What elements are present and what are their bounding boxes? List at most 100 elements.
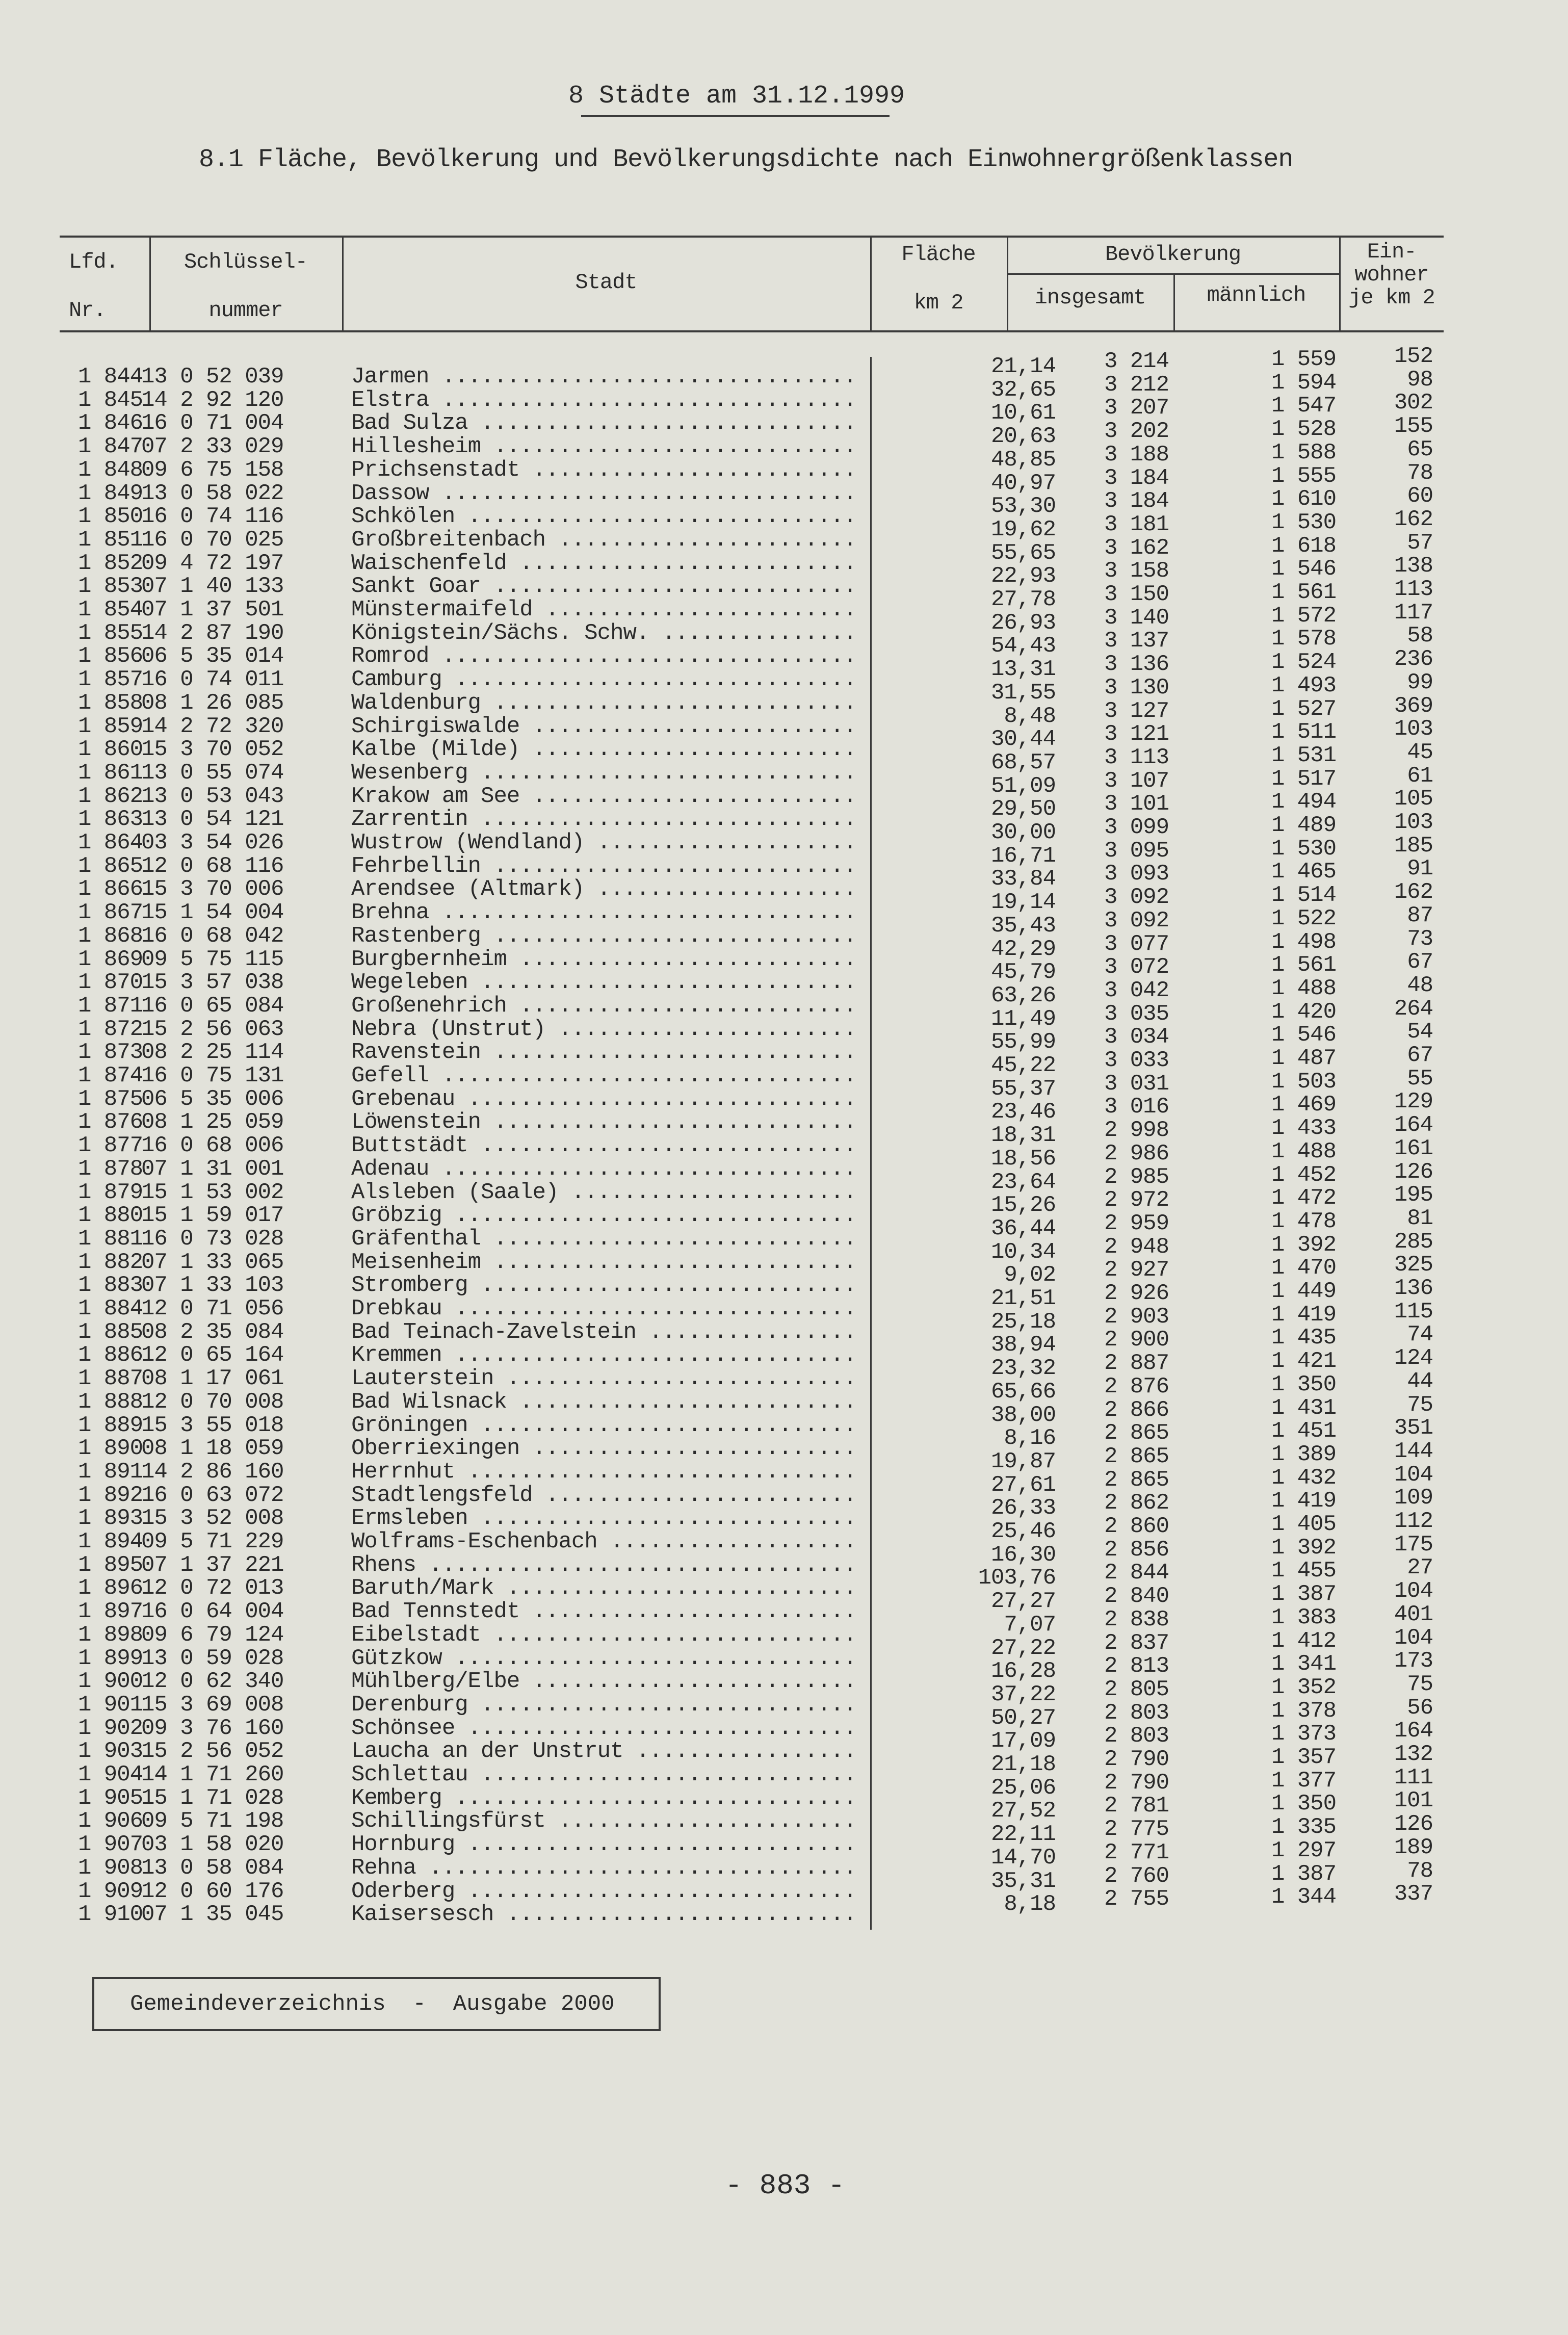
flaeche: 37,22 bbox=[990, 1681, 1056, 1707]
einwohner-je-km2: 56 bbox=[1407, 1695, 1433, 1721]
table-caption: 8.1 Fläche, Bevölkerung und Bevölkerungs… bbox=[199, 145, 1293, 174]
stadt-name: Laucha an der Unstrut bbox=[351, 1740, 861, 1763]
flaeche: 45,22 bbox=[990, 1053, 1056, 1078]
bevoelkerung-maennlich: 1 610 bbox=[1271, 486, 1337, 512]
bevoelkerung-insgesamt: 3 099 bbox=[1104, 815, 1169, 840]
flaeche: 22,93 bbox=[990, 563, 1056, 589]
bevoelkerung-insgesamt: 3 101 bbox=[1104, 791, 1169, 817]
stadt-name: Hillesheim bbox=[351, 435, 861, 458]
bevoelkerung-insgesamt: 3 140 bbox=[1104, 605, 1169, 631]
einwohner-je-km2: 75 bbox=[1407, 1671, 1433, 1697]
col-divider bbox=[1007, 237, 1008, 330]
title-underline bbox=[581, 115, 890, 117]
einwohner-je-km2: 55 bbox=[1407, 1066, 1433, 1092]
schluesselnummer: 15 2 56 052 bbox=[141, 1739, 284, 1765]
schluesselnummer: 15 1 71 028 bbox=[141, 1785, 284, 1811]
schluesselnummer: 16 0 63 072 bbox=[141, 1482, 284, 1508]
stadt-name: Wesenberg bbox=[351, 761, 861, 785]
flaeche: 51,09 bbox=[990, 773, 1056, 799]
flaeche: 38,94 bbox=[990, 1332, 1056, 1358]
einwohner-je-km2: 302 bbox=[1394, 390, 1433, 416]
einwohner-je-km2: 78 bbox=[1407, 460, 1433, 486]
stadt-name: Bad Wilsnack bbox=[351, 1390, 861, 1414]
bevoelkerung-maennlich: 1 352 bbox=[1271, 1674, 1337, 1700]
bevoelkerung-maennlich: 1 451 bbox=[1271, 1418, 1337, 1444]
lfd-nr: 1 858 bbox=[78, 690, 143, 716]
einwohner-je-km2: 75 bbox=[1407, 1392, 1433, 1418]
col-divider bbox=[1339, 237, 1341, 330]
bevoelkerung-maennlich: 1 546 bbox=[1271, 1022, 1337, 1048]
einwohner-je-km2: 104 bbox=[1394, 1462, 1433, 1488]
stadt-name: Hornburg bbox=[351, 1833, 861, 1856]
bevoelkerung-maennlich: 1 489 bbox=[1271, 813, 1337, 838]
lfd-nr: 1 881 bbox=[78, 1226, 143, 1252]
stadt-name: Stromberg bbox=[351, 1274, 861, 1297]
bevoelkerung-insgesamt: 2 985 bbox=[1104, 1164, 1169, 1190]
lfd-nr: 1 908 bbox=[78, 1855, 143, 1881]
bevoelkerung-maennlich: 1 392 bbox=[1271, 1535, 1337, 1561]
schluesselnummer: 09 4 72 197 bbox=[141, 550, 284, 576]
lfd-nr: 1 905 bbox=[78, 1785, 143, 1811]
col-divider bbox=[870, 237, 872, 330]
bevoelkerung-insgesamt: 2 972 bbox=[1104, 1187, 1169, 1213]
schluesselnummer: 03 1 58 020 bbox=[141, 1832, 284, 1858]
einwohner-je-km2: 78 bbox=[1407, 1858, 1433, 1884]
stadt-name: Kemberg bbox=[351, 1786, 861, 1810]
flaeche: 20,63 bbox=[990, 424, 1056, 450]
schluesselnummer: 14 2 87 190 bbox=[141, 620, 284, 646]
flaeche: 21,14 bbox=[990, 354, 1056, 379]
lfd-nr: 1 856 bbox=[78, 643, 143, 669]
schluesselnummer: 12 0 62 340 bbox=[141, 1669, 284, 1695]
flaeche: 45,79 bbox=[990, 959, 1056, 985]
schluesselnummer: 15 1 53 002 bbox=[141, 1179, 284, 1205]
stadt-name: Gröningen bbox=[351, 1414, 861, 1437]
lfd-nr: 1 867 bbox=[78, 900, 143, 926]
stadt-name: Dassow bbox=[351, 482, 861, 505]
bevoelkerung-maennlich: 1 452 bbox=[1271, 1162, 1337, 1188]
bevoelkerung-maennlich: 1 432 bbox=[1271, 1465, 1337, 1491]
flaeche: 53,30 bbox=[990, 494, 1056, 520]
flaeche: 63,26 bbox=[990, 982, 1056, 1008]
schluesselnummer: 09 5 71 229 bbox=[141, 1529, 284, 1554]
bevoelkerung-maennlich: 1 561 bbox=[1271, 580, 1337, 605]
lfd-nr: 1 865 bbox=[78, 853, 143, 879]
bevoelkerung-maennlich: 1 344 bbox=[1271, 1884, 1337, 1910]
stadt-name: Kalbe (Milde) bbox=[351, 738, 861, 761]
bevoelkerung-insgesamt: 3 092 bbox=[1104, 907, 1169, 933]
einwohner-je-km2: 124 bbox=[1394, 1345, 1433, 1371]
bevoelkerung-insgesamt: 3 158 bbox=[1104, 558, 1169, 584]
stadt-name: Wustrow (Wendland) bbox=[351, 831, 861, 854]
stadt-name: Brehna bbox=[351, 901, 861, 924]
einwohner-je-km2: 136 bbox=[1394, 1276, 1433, 1301]
schluesselnummer: 07 1 40 133 bbox=[141, 574, 284, 600]
lfd-nr: 1 857 bbox=[78, 667, 143, 693]
einwohner-je-km2: 162 bbox=[1394, 506, 1433, 532]
bevoelkerung-insgesamt: 3 034 bbox=[1104, 1024, 1169, 1050]
lfd-nr: 1 904 bbox=[78, 1762, 143, 1787]
flaeche: 65,66 bbox=[990, 1379, 1056, 1405]
flaeche: 55,37 bbox=[990, 1076, 1056, 1102]
lfd-nr: 1 880 bbox=[78, 1203, 143, 1229]
col-divider bbox=[342, 237, 344, 330]
schluesselnummer: 12 0 65 164 bbox=[141, 1342, 284, 1368]
stadt-name: Elstra bbox=[351, 388, 861, 412]
flaeche: 50,27 bbox=[990, 1705, 1056, 1731]
stadt-name: Wegeleben bbox=[351, 971, 861, 994]
schluesselnummer: 08 2 35 084 bbox=[141, 1319, 284, 1345]
stadt-name: Ravenstein bbox=[351, 1041, 861, 1064]
bevoelkerung-maennlich: 1 594 bbox=[1271, 370, 1337, 396]
lfd-nr: 1 851 bbox=[78, 527, 143, 553]
publication-label: Gemeindeverzeichnis - Ausgabe 2000 bbox=[92, 1977, 661, 2031]
bevoelkerung-insgesamt: 3 035 bbox=[1104, 1001, 1169, 1027]
